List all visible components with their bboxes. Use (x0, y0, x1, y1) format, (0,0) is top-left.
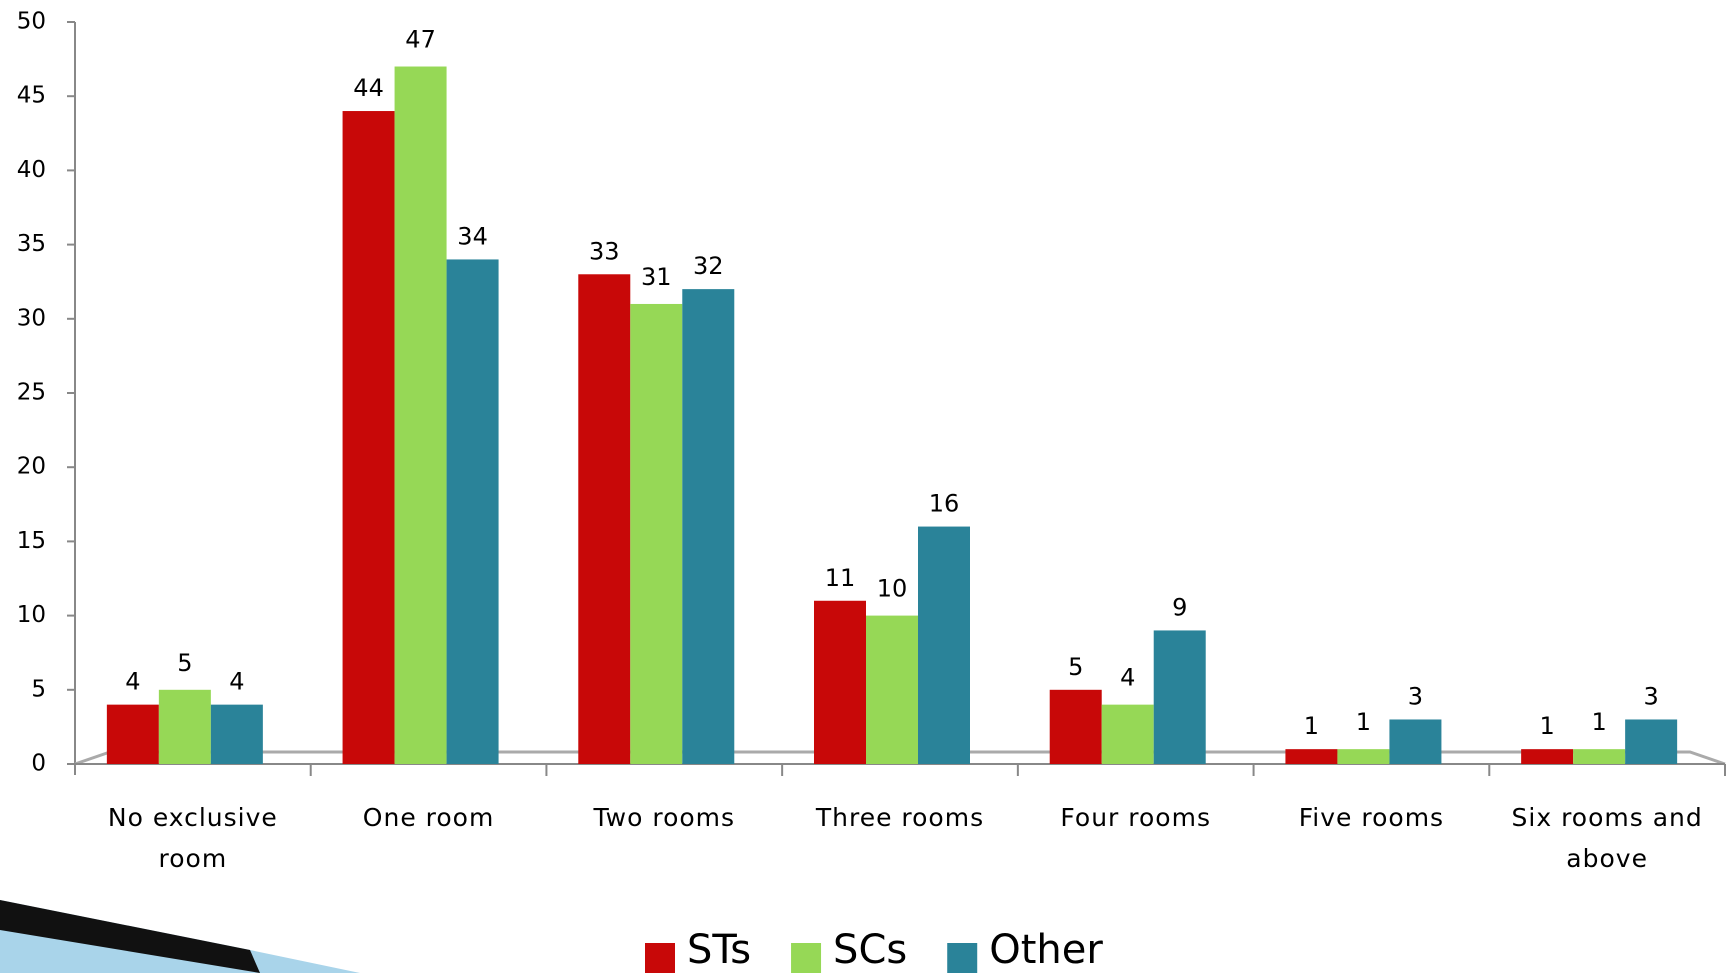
bar (1625, 719, 1678, 764)
bar (394, 66, 447, 764)
bar (866, 615, 918, 764)
legend-swatch (645, 943, 675, 973)
bar (1389, 719, 1442, 764)
data-label: 44 (353, 74, 384, 102)
data-label: 32 (693, 252, 724, 280)
y-tick-label: 5 (31, 676, 46, 702)
data-label: 3 (1644, 682, 1659, 710)
y-tick-label: 25 (17, 380, 46, 406)
legend-swatch (947, 943, 978, 973)
bar (1101, 704, 1154, 764)
y-tick-label: 35 (17, 231, 46, 257)
data-label: 11 (825, 564, 856, 592)
x-tick-label: No exclusive room (107, 803, 278, 873)
bar (446, 259, 499, 764)
y-tick-label: 10 (17, 602, 46, 628)
y-tick-label: 20 (17, 454, 46, 480)
bar (1337, 749, 1390, 764)
data-label: 3 (1408, 682, 1423, 710)
bar (682, 289, 735, 764)
data-label: 4 (1120, 664, 1135, 692)
x-tick-label: Six rooms and above (1511, 803, 1703, 873)
x-tick-label: Three rooms (815, 803, 985, 832)
data-label: 33 (589, 237, 620, 265)
legend-label: SCs (833, 927, 907, 973)
y-tick-label: 40 (17, 157, 46, 183)
x-tick-label: Five rooms (1298, 803, 1445, 832)
decoration-arrow (0, 900, 360, 973)
bar (158, 689, 211, 764)
data-label: 1 (1540, 712, 1555, 740)
bar (1285, 749, 1338, 764)
x-tick-label: Two rooms (593, 803, 736, 832)
bar (106, 704, 159, 764)
data-label: 1 (1356, 708, 1371, 736)
x-tick-label: One room (362, 803, 495, 832)
data-label: 5 (1068, 653, 1083, 681)
y-tick-label: 30 (17, 305, 46, 331)
data-label: 10 (877, 575, 908, 603)
bar (630, 303, 683, 764)
data-label: 31 (641, 263, 672, 291)
y-tick-label: 0 (31, 751, 46, 777)
bar (342, 111, 395, 765)
data-label: 5 (177, 649, 192, 677)
bar (1521, 749, 1574, 764)
data-label: 16 (929, 490, 960, 518)
y-tick-label: 15 (17, 528, 46, 554)
y-tick-label: 50 (17, 9, 46, 35)
legend-label: STs (687, 927, 751, 973)
bar (814, 600, 866, 764)
data-label: 34 (457, 222, 488, 250)
data-label: 1 (1304, 712, 1319, 740)
bar (578, 274, 631, 764)
legend-swatch (791, 943, 822, 973)
data-label: 4 (125, 668, 140, 696)
y-tick-label: 45 (17, 83, 46, 109)
bar (1049, 689, 1102, 764)
data-label: 47 (405, 26, 436, 54)
bar (918, 526, 970, 764)
data-label: 4 (229, 668, 244, 696)
bar (1573, 749, 1626, 764)
data-label: 9 (1172, 593, 1187, 621)
bar (210, 704, 263, 764)
bar (1153, 630, 1206, 764)
legend-label: Other (989, 927, 1103, 973)
data-label: 1 (1592, 708, 1607, 736)
x-tick-label: Four rooms (1060, 803, 1211, 832)
